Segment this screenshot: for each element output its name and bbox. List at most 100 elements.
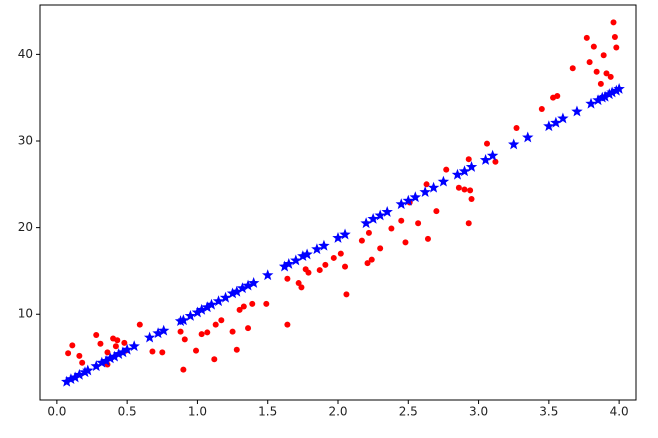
dot-point xyxy=(236,306,243,313)
star-point xyxy=(301,248,313,260)
dot-point xyxy=(467,187,474,194)
star-point xyxy=(108,350,121,362)
star-point xyxy=(96,356,108,368)
dot-point xyxy=(611,34,618,41)
dot-point xyxy=(590,43,597,50)
star-point xyxy=(522,131,534,143)
dot-point xyxy=(211,356,218,363)
dot-point xyxy=(180,366,187,373)
x-tick-label: 3.0 xyxy=(469,405,488,419)
star-point xyxy=(550,116,562,128)
dot-point xyxy=(112,343,119,350)
dot-point xyxy=(284,321,291,328)
dot-point xyxy=(583,34,590,41)
dot-point xyxy=(298,284,305,291)
star-point xyxy=(121,343,133,355)
star-point xyxy=(113,348,125,359)
dot-point xyxy=(233,346,240,353)
star-point xyxy=(419,186,431,197)
star-point xyxy=(79,366,91,378)
star-point xyxy=(458,165,471,177)
dot-point xyxy=(305,269,312,276)
dot-point xyxy=(114,337,121,344)
dot-point xyxy=(245,325,252,332)
star-point xyxy=(90,360,102,372)
dot-point xyxy=(121,339,128,346)
dot-point xyxy=(229,328,236,335)
dot-point xyxy=(603,70,610,77)
dot-point xyxy=(484,140,490,147)
star-point xyxy=(297,250,309,262)
dot-point xyxy=(513,125,520,132)
star-point xyxy=(479,154,492,165)
dot-point xyxy=(316,267,323,274)
dot-point xyxy=(97,340,104,347)
star-point xyxy=(451,168,464,180)
star-point xyxy=(613,83,625,94)
dot-point xyxy=(465,220,472,227)
dot-point xyxy=(365,229,372,236)
star-point xyxy=(219,291,232,303)
dot-point xyxy=(600,52,607,59)
dot-point xyxy=(492,158,499,165)
dot-point xyxy=(465,156,472,163)
y-tick-label: 40 xyxy=(18,47,33,61)
star-point xyxy=(143,331,156,343)
star-point xyxy=(184,309,197,321)
star-point xyxy=(374,209,386,221)
dot-point xyxy=(149,348,156,355)
star-point xyxy=(231,285,243,297)
dot-point xyxy=(263,300,270,307)
star-point xyxy=(332,232,344,243)
star-point xyxy=(311,243,323,255)
star-point xyxy=(290,254,302,266)
star-point xyxy=(610,84,623,96)
star-point xyxy=(283,258,295,269)
dot-point xyxy=(249,300,256,307)
dot-point xyxy=(212,321,219,328)
dot-point xyxy=(93,332,100,339)
dot-point xyxy=(159,349,166,356)
star-point xyxy=(117,346,129,358)
dot-point xyxy=(610,19,617,26)
y-tick-label: 20 xyxy=(18,220,33,234)
dot-point xyxy=(443,166,450,173)
dot-point xyxy=(377,245,384,252)
star-point xyxy=(242,279,254,291)
dot-point xyxy=(79,359,86,366)
star-point xyxy=(69,371,81,383)
star-point xyxy=(486,149,499,161)
dot-point xyxy=(398,217,405,224)
dot-point xyxy=(569,65,576,72)
dot-point xyxy=(343,291,350,298)
x-tick-label: 2.0 xyxy=(328,405,347,419)
dot-point xyxy=(424,235,431,242)
star-point xyxy=(381,206,393,217)
star-point xyxy=(191,306,204,318)
dot-point xyxy=(586,59,593,66)
star-point xyxy=(157,324,170,336)
x-tick-label: 3.5 xyxy=(539,405,558,419)
star-point xyxy=(318,239,330,251)
dot-point xyxy=(342,263,349,270)
star-point xyxy=(395,198,407,210)
star-point xyxy=(278,260,291,272)
star-point xyxy=(100,355,112,366)
dot-point xyxy=(322,261,329,268)
star-point xyxy=(104,352,116,364)
dot-point xyxy=(69,342,76,349)
x-tick-label: 0.0 xyxy=(47,405,66,419)
star-point xyxy=(205,298,218,310)
dot-point xyxy=(613,44,620,51)
star-point xyxy=(61,375,73,387)
star-point xyxy=(262,269,274,281)
dot-point xyxy=(554,92,561,99)
star-point xyxy=(152,327,164,339)
star-point xyxy=(557,112,569,124)
star-point xyxy=(128,340,140,352)
dot-point xyxy=(607,73,614,80)
x-tick-label: 1.5 xyxy=(258,405,277,419)
x-tick-label: 4.0 xyxy=(610,405,629,419)
dot-point xyxy=(597,80,604,87)
